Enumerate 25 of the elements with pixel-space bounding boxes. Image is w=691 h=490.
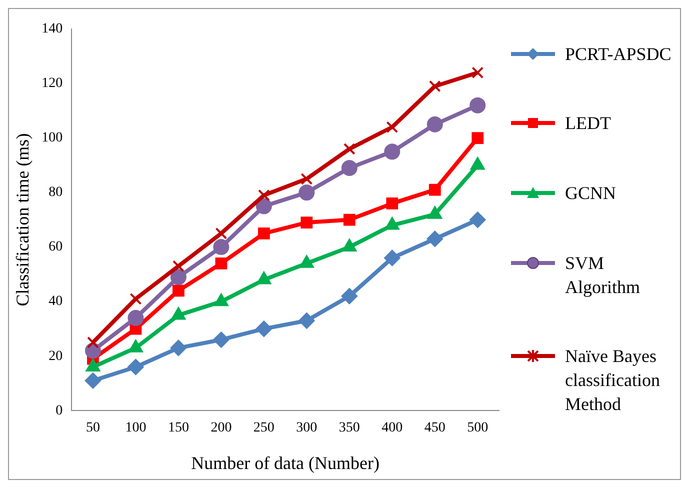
y-tick-label: 60 [48,240,63,255]
legend-label: LEDT [565,112,611,136]
y-axis-title: Classification time (ms) [12,133,33,306]
y-tick-label: 120 [42,76,63,92]
x-tick-label: 150 [168,420,189,436]
x-tick-label: 50 [86,420,100,436]
legend-label: PCRT-APSDC [565,42,672,66]
y-tick-label: 20 [48,348,63,364]
x-tick-label: 300 [296,420,318,436]
x-tick-label: 350 [338,420,360,436]
y-tick-label: 40 [48,294,63,310]
y-tick-label: 100 [42,130,63,146]
y-tick-label: 140 [42,22,63,37]
x-tick-label: 500 [467,420,488,436]
x-tick-label: 400 [382,420,403,436]
legend-label: SVM Algorithm [565,252,641,299]
y-tick-label: 0 [56,403,63,418]
legend-label: GCNN [565,182,616,205]
x-tick-label: 200 [210,420,232,436]
x-tick-label: 100 [125,420,146,436]
x-axis-title: Number of data (Number) [191,452,380,473]
legend-label: Naïve Bayes classification Method [565,345,661,416]
x-tick-label: 250 [253,420,274,436]
y-tick-label: 80 [48,185,63,200]
x-tick-label: 450 [424,420,446,436]
